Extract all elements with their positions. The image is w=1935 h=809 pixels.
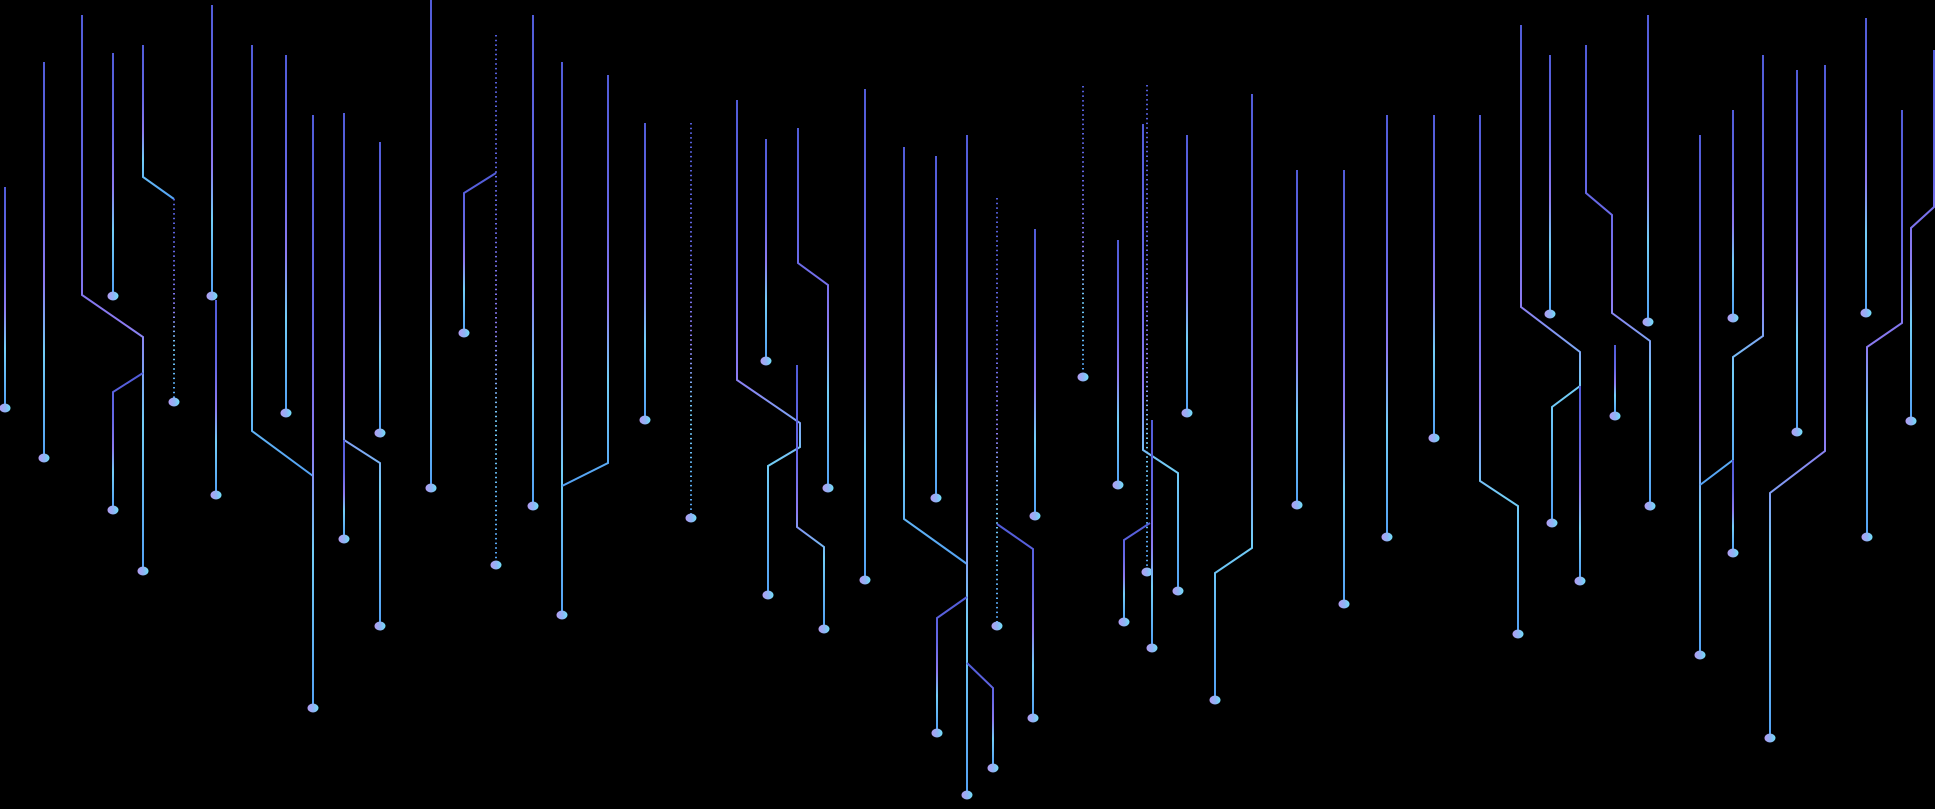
circuit-trace	[463, 172, 497, 330]
circuit-trace	[1520, 25, 1581, 520]
circuit-trace	[1479, 115, 1519, 631]
trace-endpoint-dot	[0, 403, 11, 413]
circuit-trace	[343, 113, 381, 623]
trace-endpoint-dot	[425, 483, 437, 493]
circuit-trace	[736, 100, 801, 592]
trace-endpoint-dot	[38, 453, 50, 463]
trace-endpoint-dot	[1118, 617, 1130, 627]
trace-endpoint-dot	[1764, 733, 1776, 743]
trace-endpoint-dot	[1381, 532, 1393, 542]
circuit-trace	[1585, 45, 1651, 503]
trace-endpoint-dot	[1642, 317, 1654, 327]
trace-endpoint-dot	[458, 328, 470, 338]
trace-endpoint-dot	[1112, 480, 1124, 490]
trace-endpoint-dot	[1727, 548, 1739, 558]
trace-endpoint-dot	[280, 408, 292, 418]
circuit-trace	[1910, 50, 1935, 418]
trace-endpoint-dot	[490, 560, 502, 570]
trace-endpoint-dot	[527, 501, 539, 511]
circuit-trace	[1214, 94, 1253, 697]
circuit-trace	[1699, 55, 1764, 486]
trace-endpoint-dot	[1029, 511, 1041, 521]
trace-endpoint-dot	[338, 534, 350, 544]
trace-endpoint-dot	[1861, 532, 1873, 542]
trace-endpoint-dot	[107, 505, 119, 515]
trace-endpoint-dot	[931, 728, 943, 738]
circuit-trace	[936, 596, 968, 730]
trace-endpoint-dot	[991, 621, 1003, 631]
trace-endpoint-dot	[1544, 309, 1556, 319]
trace-endpoint-dot	[930, 493, 942, 503]
circuit-trace	[112, 372, 144, 507]
circuit-trace	[797, 128, 829, 485]
circuit-trace	[1142, 124, 1179, 588]
trace-endpoint-dot	[1727, 313, 1739, 323]
trace-endpoint-dot	[1428, 433, 1440, 443]
trace-endpoint-dot	[987, 763, 999, 773]
trace-endpoint-dot	[639, 415, 651, 425]
trace-endpoint-dot	[1338, 599, 1350, 609]
trace-endpoint-dot	[1905, 416, 1917, 426]
circuit-trace	[966, 662, 994, 765]
trace-endpoint-dot	[1172, 586, 1184, 596]
trace-endpoint-dot	[374, 621, 386, 631]
trace-endpoint-dot	[822, 483, 834, 493]
trace-endpoint-dot	[556, 610, 568, 620]
trace-endpoint-dot	[1146, 643, 1158, 653]
circuit-trace	[796, 365, 825, 626]
circuit-trace	[251, 45, 314, 477]
trace-endpoint-dot	[1574, 576, 1586, 586]
circuit-trace	[1123, 522, 1151, 619]
trace-endpoint-dot	[1644, 501, 1656, 511]
trace-endpoint-dot	[1860, 308, 1872, 318]
trace-endpoint-dot	[107, 291, 119, 301]
trace-endpoint-dot	[1141, 567, 1153, 577]
circuit-trace	[1866, 110, 1903, 534]
trace-endpoint-dot	[1512, 629, 1524, 639]
trace-endpoint-dot	[1609, 411, 1621, 421]
trace-endpoint-dot	[961, 790, 973, 800]
trace-endpoint-dot	[1209, 695, 1221, 705]
trace-endpoint-dot	[1694, 650, 1706, 660]
trace-endpoint-dot	[760, 356, 772, 366]
circuit-trace	[81, 15, 144, 568]
trace-endpoint-dot	[210, 490, 222, 500]
trace-endpoint-dot	[1791, 427, 1803, 437]
trace-endpoint-dot	[206, 291, 218, 301]
circuit-trace	[142, 45, 175, 200]
trace-endpoint-dot	[307, 703, 319, 713]
circuit-trace	[561, 75, 609, 487]
circuit-trace	[996, 523, 1034, 715]
trace-endpoint-dot	[1546, 518, 1558, 528]
trace-endpoint-dot	[1077, 372, 1089, 382]
trace-endpoint-dot	[1027, 713, 1039, 723]
trace-endpoint-dot	[374, 428, 386, 438]
circuit-trace	[1769, 65, 1826, 735]
trace-endpoint-dot	[762, 590, 774, 600]
trace-endpoint-dot	[818, 624, 830, 634]
trace-endpoint-dot	[859, 575, 871, 585]
circuit-trace	[903, 147, 968, 565]
trace-endpoint-dot	[685, 513, 697, 523]
trace-endpoint-dot	[168, 397, 180, 407]
trace-endpoint-dot	[137, 566, 149, 576]
trace-endpoint-dot	[1291, 500, 1303, 510]
trace-endpoint-dot	[1181, 408, 1193, 418]
